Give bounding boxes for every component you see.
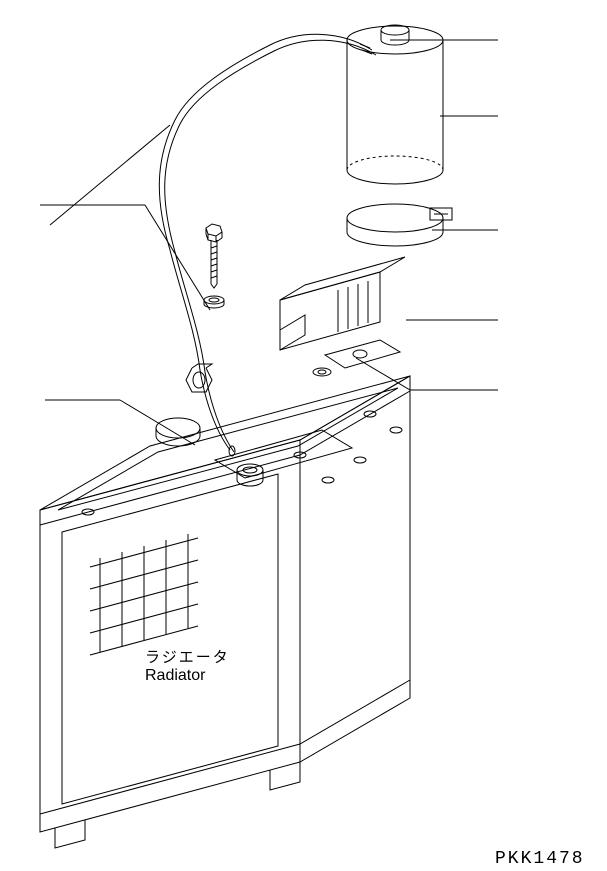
top-holes [82,411,402,515]
hose-clamp [347,204,452,246]
radiator-core-hatch [90,534,198,655]
washer [204,296,224,308]
radiator-cap-large [156,418,200,446]
drawing-code: PKK1478 [495,849,585,869]
reservoir-tank [347,25,443,184]
hose-clip [186,364,212,392]
hose [159,34,376,456]
parts-diagram: ラジエータ Radiator PKK1478 [0,0,607,871]
bolt [206,224,222,288]
radiator-label-jp: ラジエータ [145,649,230,666]
radiator-label-en: Radiator [145,667,206,684]
leader-lines [40,40,498,445]
mounting-bracket [280,257,405,376]
radiator [40,376,410,848]
